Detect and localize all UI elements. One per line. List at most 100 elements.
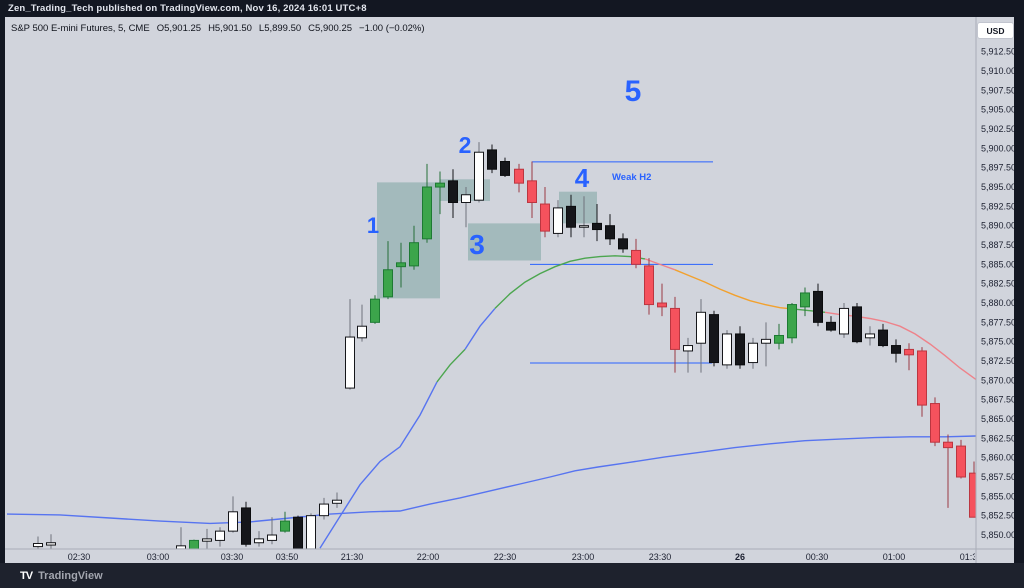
time-tick-label: 22:30 xyxy=(494,552,517,562)
price-tick-label: 5,870.00 xyxy=(981,375,1014,385)
candle[interactable] xyxy=(254,531,264,547)
candle[interactable] xyxy=(267,517,277,545)
candle[interactable] xyxy=(969,461,979,518)
candle[interactable] xyxy=(930,397,940,447)
candle[interactable] xyxy=(500,157,510,177)
candle[interactable] xyxy=(46,534,56,549)
candle[interactable] xyxy=(345,299,355,390)
candle[interactable] xyxy=(383,241,393,300)
weak-h2-note[interactable]: Weak H2 xyxy=(612,172,651,183)
time-axis[interactable]: 02:30 03:00 03:30 03:50 21:30 22:00 22:30 23:00… xyxy=(68,552,983,562)
candle[interactable] xyxy=(696,299,706,373)
candle[interactable] xyxy=(487,144,497,174)
candle[interactable] xyxy=(514,163,524,193)
candle[interactable] xyxy=(865,326,875,346)
candle[interactable] xyxy=(566,194,576,238)
candle[interactable] xyxy=(461,187,471,228)
candle[interactable] xyxy=(592,204,602,242)
candle-body xyxy=(735,333,745,366)
tradingview-logo-icon[interactable]: TV xyxy=(20,569,33,582)
candles-layer xyxy=(33,142,979,550)
wave-label-3[interactable]: 3 xyxy=(469,229,485,260)
candle[interactable] xyxy=(748,337,758,369)
ohlc-close: C5,900.25 xyxy=(308,23,353,34)
zone-4[interactable] xyxy=(559,191,597,224)
candle[interactable] xyxy=(787,303,797,344)
candle[interactable] xyxy=(474,142,484,203)
wave-label-4[interactable]: 4 xyxy=(575,163,590,193)
candle[interactable] xyxy=(735,326,745,369)
candle[interactable] xyxy=(280,511,290,533)
candle-body xyxy=(904,348,914,356)
candle[interactable] xyxy=(670,296,680,373)
ma-slow-line[interactable] xyxy=(6,435,976,525)
candle-body xyxy=(435,182,445,188)
candle[interactable] xyxy=(396,242,406,288)
candle[interactable] xyxy=(228,496,238,533)
candle[interactable] xyxy=(956,439,966,479)
wave-label-2[interactable]: 2 xyxy=(459,132,472,158)
candle[interactable] xyxy=(657,283,667,317)
price-tick-label: 5,905.00 xyxy=(981,105,1014,115)
candle[interactable] xyxy=(370,295,380,324)
candle[interactable] xyxy=(332,492,342,508)
candle[interactable] xyxy=(605,214,615,246)
candle-body xyxy=(293,516,303,549)
tradingview-logo-text[interactable]: TradingView xyxy=(38,569,103,582)
price-tick-label: 5,860.00 xyxy=(981,453,1014,463)
candle[interactable] xyxy=(215,527,225,547)
price-tick-label: 5,880.00 xyxy=(981,298,1014,308)
candle[interactable] xyxy=(422,163,432,243)
candlestick-chart-canvas[interactable]: 1 2 3 4 5 Weak H2 5,850.005,852.505,855.005,85… xyxy=(5,17,1014,563)
candle[interactable] xyxy=(644,258,654,315)
currency-toggle-button[interactable]: USD xyxy=(977,22,1014,39)
candle[interactable] xyxy=(435,171,445,215)
candle[interactable] xyxy=(943,434,953,508)
candle-body xyxy=(969,472,976,518)
candle[interactable] xyxy=(800,287,810,317)
candle[interactable] xyxy=(904,343,914,371)
candle[interactable] xyxy=(33,536,43,550)
chart-area[interactable]: S&P 500 E-mini Futures, 5, CME O5,901.25… xyxy=(5,17,1014,563)
candle[interactable] xyxy=(448,169,458,218)
candle-body xyxy=(670,307,680,350)
candle[interactable] xyxy=(722,330,732,369)
candle[interactable] xyxy=(878,323,888,348)
candle[interactable] xyxy=(917,347,927,417)
price-tick-label: 5,885.00 xyxy=(981,259,1014,269)
candle[interactable] xyxy=(357,304,367,342)
candle[interactable] xyxy=(553,200,563,238)
candle[interactable] xyxy=(774,323,784,350)
candle[interactable] xyxy=(891,339,901,363)
wave-label-1[interactable]: 1 xyxy=(367,213,379,238)
candle[interactable] xyxy=(813,283,823,327)
candle[interactable] xyxy=(189,539,199,550)
wave-label-5[interactable]: 5 xyxy=(625,75,642,108)
candle[interactable] xyxy=(826,316,836,332)
candle-body xyxy=(228,511,238,532)
candle[interactable] xyxy=(306,513,316,549)
candle[interactable] xyxy=(709,310,719,367)
candle[interactable] xyxy=(852,303,862,344)
candle[interactable] xyxy=(319,497,329,520)
candle[interactable] xyxy=(618,233,628,253)
zone-3[interactable] xyxy=(468,223,541,261)
candle-body xyxy=(761,338,771,344)
candle[interactable] xyxy=(293,515,303,550)
candle[interactable] xyxy=(176,527,186,549)
price-tick-label: 5,855.00 xyxy=(981,491,1014,501)
time-tick-label: 03:00 xyxy=(147,552,170,562)
candle[interactable] xyxy=(839,303,849,338)
candle[interactable] xyxy=(527,161,537,218)
price-axis[interactable]: 5,850.00 5,852.50 5,855.00 5,857.50 5,860.00… xyxy=(981,47,1014,540)
candle[interactable] xyxy=(241,501,251,547)
candle[interactable] xyxy=(579,196,589,238)
candle-body xyxy=(189,539,199,549)
candle[interactable] xyxy=(540,187,550,238)
candle[interactable] xyxy=(683,337,693,373)
candle[interactable] xyxy=(409,225,419,270)
candle[interactable] xyxy=(761,322,771,367)
price-tick-label: 5,892.50 xyxy=(981,201,1014,211)
candle[interactable] xyxy=(202,528,212,550)
candle[interactable] xyxy=(631,238,641,269)
